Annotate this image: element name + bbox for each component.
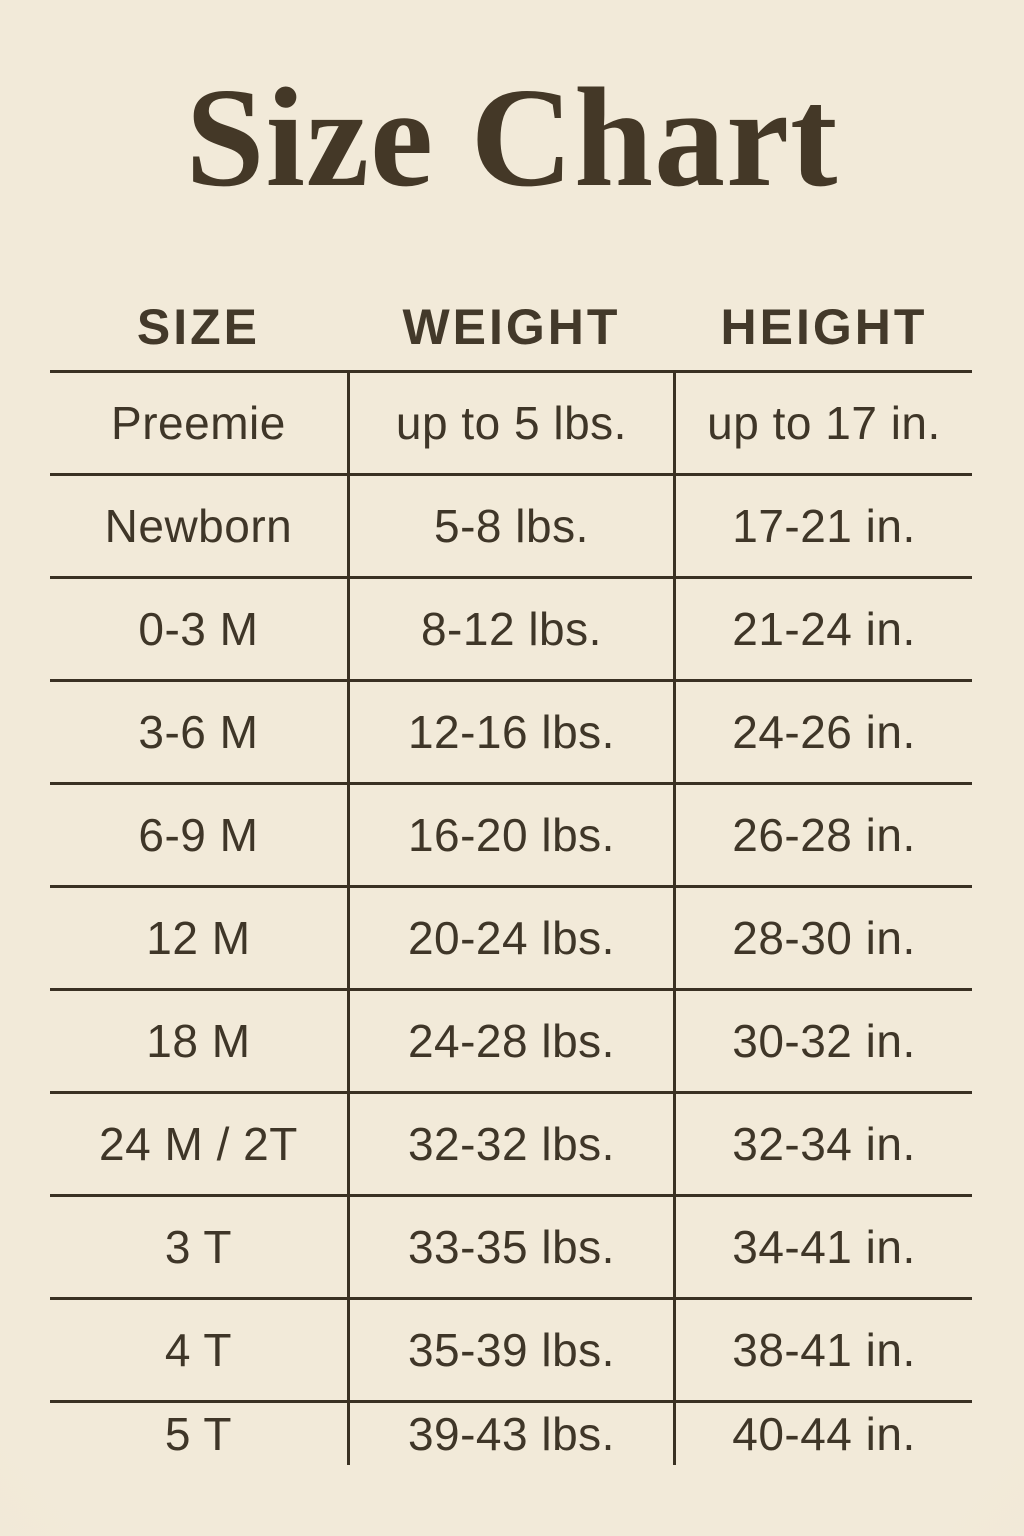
table-row: 3 T 33-35 lbs. 34-41 in. [50,1194,972,1297]
table-row: 24 M / 2T 32-32 lbs. 32-34 in. [50,1091,972,1194]
column-header-height: HEIGHT [720,298,928,355]
table-row: 3-6 M 12-16 lbs. 24-26 in. [50,679,972,782]
page-title: Size Chart [185,58,839,216]
table-cell: 12 M [146,912,251,964]
table-row: 5 T 39-43 lbs. 40-44 in. [50,1400,972,1465]
column-header-weight: WEIGHT [402,298,621,355]
table-cell: 24 M / 2T [99,1118,298,1170]
column-header-size: SIZE [136,298,260,355]
table-cell: 21-24 in. [732,603,916,655]
table-row: 0-3 M 8-12 lbs. 21-24 in. [50,576,972,679]
table-cell: 28-30 in. [732,912,916,964]
table-cell: 18 M [146,1015,251,1067]
table-row: 6-9 M 16-20 lbs. 26-28 in. [50,782,972,885]
table-cell: 30-32 in. [732,1015,916,1067]
table-cell: 24-28 lbs. [346,991,677,1091]
table-cell: 39-43 lbs. [346,1403,677,1465]
table-cell: 5-8 lbs. [346,476,677,576]
table-cell: 40-44 in. [732,1408,916,1460]
table-cell: 3 T [164,1221,232,1273]
table-cell: Preemie [111,397,286,449]
table-cell: 32-34 in. [732,1118,916,1170]
table-cell: up to 17 in. [707,397,941,449]
table-cell: 16-20 lbs. [346,785,677,885]
table-body: Preemie up to 5 lbs. up to 17 in. Newborn 5-… [50,370,972,1465]
table-cell: up to 5 lbs. [346,373,677,473]
table-cell: 20-24 lbs. [346,888,677,988]
table-cell: Newborn [104,500,293,552]
table-cell: 24-26 in. [732,706,916,758]
table-header-row: SIZE WEIGHT HEIGHT [50,283,972,370]
table-cell: 35-39 lbs. [346,1300,677,1400]
table-cell: 0-3 M [138,603,259,655]
table-cell: 38-41 in. [732,1324,916,1376]
table-cell: 6-9 M [138,809,259,861]
table-cell: 5 T [164,1408,232,1460]
table-cell: 12-16 lbs. [346,682,677,782]
table-cell: 4 T [164,1324,232,1376]
table-row: 18 M 24-28 lbs. 30-32 in. [50,988,972,1091]
table-cell: 34-41 in. [732,1221,916,1273]
table-row: 12 M 20-24 lbs. 28-30 in. [50,885,972,988]
table-row: Preemie up to 5 lbs. up to 17 in. [50,370,972,473]
table-row: 4 T 35-39 lbs. 38-41 in. [50,1297,972,1400]
table-cell: 3-6 M [138,706,259,758]
table-row: Newborn 5-8 lbs. 17-21 in. [50,473,972,576]
table-cell: 33-35 lbs. [346,1197,677,1297]
table-cell: 17-21 in. [732,500,916,552]
table-cell: 32-32 lbs. [346,1094,677,1194]
table-cell: 26-28 in. [732,809,916,861]
size-table: SIZE WEIGHT HEIGHT Preemie up to 5 lbs. up… [50,283,972,1465]
table-cell: 8-12 lbs. [346,579,677,679]
